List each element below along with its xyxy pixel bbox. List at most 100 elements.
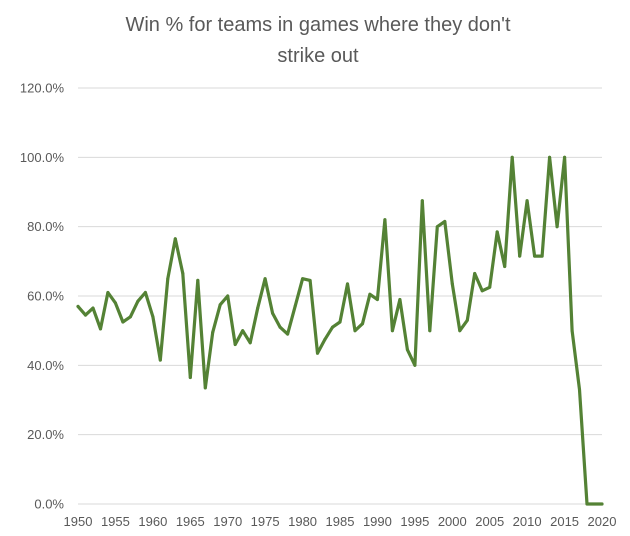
data-point bbox=[308, 278, 312, 282]
data-point bbox=[480, 289, 484, 293]
data-point bbox=[211, 330, 215, 334]
data-point bbox=[158, 358, 162, 362]
series-line bbox=[76, 155, 604, 506]
x-tick-label: 2000 bbox=[438, 514, 467, 529]
data-point bbox=[76, 304, 80, 308]
data-point bbox=[473, 272, 477, 275]
chart-title-line-2: strike out bbox=[277, 45, 359, 67]
data-point bbox=[600, 502, 604, 506]
x-tick-label: 1955 bbox=[101, 514, 130, 529]
x-tick-label: 2020 bbox=[588, 514, 617, 529]
series bbox=[76, 155, 604, 506]
data-point bbox=[196, 278, 200, 282]
data-point bbox=[435, 225, 439, 229]
data-point bbox=[585, 502, 589, 506]
data-point bbox=[525, 199, 529, 203]
data-point bbox=[510, 155, 514, 159]
x-tick-label: 2010 bbox=[513, 514, 542, 529]
data-point bbox=[143, 291, 147, 294]
data-point bbox=[286, 332, 290, 336]
data-point bbox=[241, 329, 245, 333]
data-point bbox=[503, 265, 507, 268]
data-point bbox=[533, 254, 537, 258]
data-point bbox=[113, 301, 117, 305]
y-tick-label: 60.0% bbox=[27, 289, 64, 304]
y-axis-tick-labels: 0.0% 20.0% 40.0% 60.0% 80.0% 100.0% 120.0% bbox=[20, 81, 65, 512]
data-point bbox=[99, 327, 102, 331]
data-point bbox=[383, 218, 387, 222]
y-tick-label: 20.0% bbox=[27, 427, 64, 442]
x-tick-label: 1980 bbox=[288, 514, 317, 529]
data-point bbox=[263, 277, 267, 281]
data-point bbox=[203, 386, 207, 390]
x-tick-label: 1965 bbox=[176, 514, 205, 529]
data-point bbox=[151, 315, 155, 319]
data-point bbox=[271, 311, 275, 315]
data-point bbox=[256, 306, 260, 310]
data-point bbox=[91, 306, 95, 310]
x-tick-label: 1970 bbox=[213, 514, 242, 529]
x-tick-label: 1975 bbox=[251, 514, 280, 529]
data-point bbox=[301, 277, 305, 281]
y-tick-label: 100.0% bbox=[20, 150, 65, 165]
data-point bbox=[323, 337, 327, 341]
y-tick-label: 0.0% bbox=[34, 497, 64, 512]
chart-title-line-1: Win % for teams in games where they don'… bbox=[125, 14, 511, 36]
data-point bbox=[593, 502, 596, 506]
data-point bbox=[548, 155, 552, 159]
data-point bbox=[570, 329, 574, 333]
data-point bbox=[278, 325, 282, 329]
x-tick-label: 1960 bbox=[138, 514, 167, 529]
data-point bbox=[375, 298, 379, 301]
x-tick-label: 1990 bbox=[363, 514, 392, 529]
data-point bbox=[181, 272, 185, 275]
data-point bbox=[218, 303, 222, 307]
data-point bbox=[495, 230, 499, 234]
x-axis-tick-labels: 1950 1955 1960 1965 1970 1975 1980 1985 1990 1995… bbox=[64, 514, 617, 529]
data-point bbox=[338, 320, 342, 324]
data-point bbox=[84, 313, 87, 317]
data-point bbox=[316, 351, 319, 355]
data-point bbox=[488, 285, 492, 289]
data-point bbox=[353, 329, 357, 333]
y-tick-label: 120.0% bbox=[20, 81, 65, 96]
data-point bbox=[450, 282, 454, 286]
data-point bbox=[390, 329, 394, 333]
data-point bbox=[248, 341, 252, 345]
x-tick-label: 2005 bbox=[475, 514, 504, 529]
data-point bbox=[465, 318, 469, 322]
data-point bbox=[540, 254, 544, 258]
x-tick-label: 1995 bbox=[400, 514, 429, 529]
data-point bbox=[420, 199, 424, 203]
data-point bbox=[368, 292, 372, 296]
data-point bbox=[173, 237, 177, 241]
data-point bbox=[128, 315, 132, 319]
data-point bbox=[121, 320, 125, 324]
data-point bbox=[413, 363, 417, 367]
data-point bbox=[106, 291, 110, 294]
gridlines bbox=[78, 87, 602, 505]
x-tick-label: 1985 bbox=[326, 514, 355, 529]
data-point bbox=[443, 220, 447, 223]
y-tick-label: 80.0% bbox=[27, 219, 64, 234]
x-tick-label: 2015 bbox=[550, 514, 579, 529]
x-tick-label: 1950 bbox=[64, 514, 93, 529]
data-point bbox=[563, 155, 567, 159]
data-point bbox=[188, 376, 192, 379]
data-point bbox=[398, 298, 402, 301]
data-point bbox=[555, 225, 559, 229]
data-point bbox=[233, 343, 237, 346]
data-point bbox=[518, 254, 522, 258]
data-point bbox=[166, 277, 170, 281]
data-point bbox=[331, 325, 334, 329]
data-point bbox=[428, 329, 432, 333]
data-point bbox=[405, 348, 409, 352]
data-point bbox=[136, 299, 140, 303]
data-point bbox=[346, 282, 349, 286]
data-point bbox=[458, 329, 462, 333]
data-point bbox=[361, 322, 364, 326]
data-point bbox=[226, 294, 230, 298]
data-point bbox=[293, 304, 297, 308]
data-point bbox=[578, 388, 581, 392]
